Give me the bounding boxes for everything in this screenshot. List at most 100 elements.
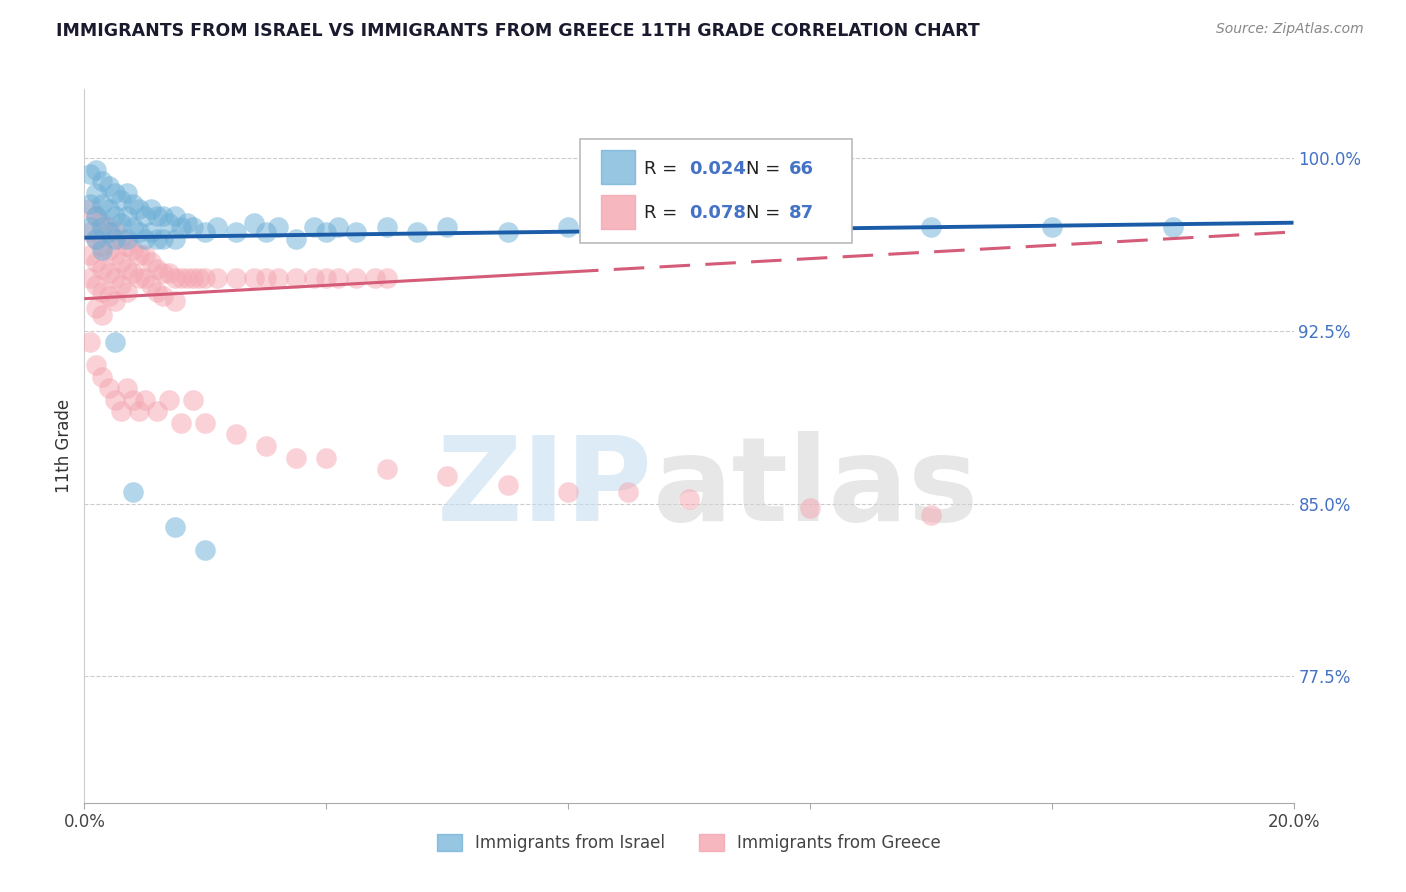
Point [176,271,198,285]
Point [170,220,193,235]
Point [79,202,101,216]
Point [181,220,204,235]
Point [97,220,120,235]
Point [406,225,429,239]
Point [115,232,138,246]
Point [86,301,108,315]
Point [86,162,108,177]
Text: R =: R = [644,160,683,178]
Point [146,285,169,299]
Point [617,225,640,239]
Point [79,167,101,181]
Point [91,197,114,211]
Point [104,232,127,246]
Point [346,225,368,239]
Point [436,220,458,235]
Point [267,220,290,235]
Point [207,220,229,235]
Point [97,178,120,193]
Point [79,220,101,235]
Point [115,209,138,223]
Point [557,485,579,500]
Text: 0.024: 0.024 [689,160,745,178]
Point [91,370,114,384]
Point [139,202,162,216]
Point [799,220,821,235]
Point [115,261,138,276]
Point [121,244,143,258]
Point [225,427,247,442]
Point [128,225,150,239]
Y-axis label: 11th Grade: 11th Grade [55,399,73,493]
Point [97,225,120,239]
Point [181,392,204,407]
Point [152,289,174,303]
Point [375,462,398,476]
Point [496,225,519,239]
Point [363,271,385,285]
Point [267,271,290,285]
Bar [600,150,634,184]
Point [254,225,277,239]
Point [165,519,187,533]
Point [79,335,101,350]
Point [115,381,138,395]
Point [194,416,217,430]
Point [617,485,640,500]
Point [128,271,150,285]
Point [375,220,398,235]
Point [134,271,156,285]
Text: 0.078: 0.078 [689,204,747,222]
Point [91,238,114,252]
Point [194,225,217,239]
Point [165,293,187,308]
Point [194,542,217,557]
Point [557,220,579,235]
Point [79,271,101,285]
Point [176,216,198,230]
Point [194,271,217,285]
Point [121,392,143,407]
Point [115,186,138,200]
Point [115,285,138,299]
Point [496,478,519,492]
Point [920,220,942,235]
Text: 66: 66 [789,160,814,178]
Point [121,485,143,500]
Point [121,197,143,211]
Point [146,261,169,276]
Point [328,271,350,285]
Text: N =: N = [745,160,786,178]
Point [285,450,308,465]
Point [128,202,150,216]
Point [97,289,120,303]
Point [170,271,193,285]
Point [134,248,156,262]
Point [139,225,162,239]
Point [170,416,193,430]
Point [110,232,132,246]
Point [97,202,120,216]
Point [315,450,337,465]
Point [165,209,187,223]
Point [165,232,187,246]
Point [104,186,127,200]
Point [91,308,114,322]
Point [104,293,127,308]
Point [375,271,398,285]
Point [1161,220,1184,235]
Point [678,220,700,235]
Point [104,248,127,262]
Point [91,174,114,188]
Point [315,271,337,285]
Point [188,271,211,285]
Point [315,225,337,239]
Text: ZIP: ZIP [437,432,652,546]
Point [678,491,700,506]
Point [254,439,277,453]
Point [110,255,132,269]
Point [146,404,169,418]
Point [302,220,325,235]
Text: atlas: atlas [652,432,979,546]
Point [121,220,143,235]
